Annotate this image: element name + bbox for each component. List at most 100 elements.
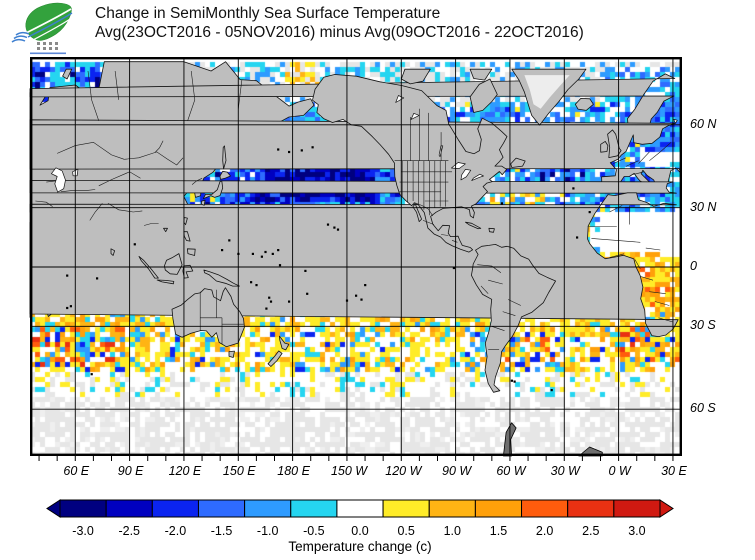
- lon-label: 90 W: [442, 464, 472, 478]
- lon-label: 60 W: [496, 464, 526, 478]
- landmass-borneo: [163, 253, 183, 275]
- landmass-sulawesi: [182, 264, 194, 279]
- island-dot: [96, 277, 99, 280]
- lon-label: 90 E: [117, 464, 144, 478]
- lon-label: 150 W: [330, 464, 368, 478]
- island-dot: [69, 305, 72, 308]
- colorbar-left-arrow: [46, 499, 61, 518]
- ice-greenland_ice: [524, 75, 570, 109]
- colorbar-tick-label: -2.5: [118, 524, 140, 538]
- colorbar-title: Temperature change (c): [288, 539, 431, 554]
- country-border: [46, 180, 56, 183]
- map-overlay: [29, 57, 682, 461]
- country-border: [645, 247, 661, 251]
- landmass-ireland: [600, 141, 609, 153]
- island-dot: [271, 252, 274, 255]
- island-dot: [360, 298, 363, 301]
- country-border: [191, 178, 203, 185]
- country-border: [98, 171, 141, 187]
- landmass-victoria_island: [400, 68, 431, 85]
- island-dot: [572, 187, 575, 190]
- lon-label: 60 E: [63, 464, 90, 478]
- island-dot: [333, 226, 336, 229]
- island-dot: [277, 148, 280, 151]
- landmass-europe: [29, 119, 681, 194]
- logo-waves: [11, 31, 30, 43]
- country-border: [477, 264, 502, 273]
- island-dot: [288, 300, 291, 303]
- colorbar-tick-label: -2.0: [165, 524, 187, 538]
- page-title-line2: Avg(23OCT2016 - 05NOV2016) minus Avg(09O…: [95, 24, 584, 41]
- island-dot: [336, 228, 340, 231]
- colorbar-segment: [382, 499, 430, 518]
- landmass-newfoundland: [510, 157, 526, 168]
- country-border: [441, 234, 449, 236]
- island-dot: [277, 249, 280, 252]
- colorbar-tick-label: 3.0: [628, 524, 645, 538]
- landmass-mindanao: [186, 248, 196, 256]
- map-frame: [30, 57, 682, 457]
- island-dot: [228, 239, 231, 242]
- island-dot: [278, 264, 282, 267]
- lake-michigan_huron: [460, 169, 472, 181]
- country-border: [35, 200, 53, 207]
- colorbar-segment: [336, 499, 384, 518]
- island-dot: [66, 274, 69, 277]
- island-dot: [311, 146, 314, 149]
- island-dot: [264, 250, 267, 254]
- lake-caspian: [51, 167, 66, 193]
- country-border: [238, 79, 243, 109]
- island-dot: [510, 379, 513, 382]
- island-dot: [300, 149, 303, 152]
- landmass-baffin_island: [469, 78, 498, 113]
- landmass-kyushu: [201, 199, 206, 206]
- island-dot: [221, 249, 224, 252]
- colorbar-segment: [197, 499, 246, 518]
- map-panel: [29, 57, 682, 461]
- colorbar-segment: [474, 499, 523, 518]
- country-border: [491, 326, 505, 331]
- island-dot: [500, 202, 503, 205]
- colorbar-segment: [59, 499, 107, 518]
- colorbar-segment: [613, 499, 661, 518]
- country-border: [422, 220, 435, 225]
- lon-label: 30 W: [550, 464, 580, 478]
- leaf-waves-logo: [11, 2, 74, 55]
- colorbar-tick-label: -1.5: [211, 524, 233, 538]
- country-border: [107, 203, 143, 213]
- landmass-australia: [171, 287, 245, 348]
- lat-label: 60 S: [690, 401, 716, 416]
- header-titles: Change in SemiMonthly Sea Surface Temper…: [95, 4, 584, 42]
- landmass-sri_lanka: [110, 248, 115, 256]
- lat-label: 30 N: [690, 199, 717, 214]
- colorbar-segment: [567, 499, 615, 518]
- country-border: [613, 157, 627, 164]
- colorbar: -3.0 -2.5 -2.0 -1.5 -1.0 -0.5 0.0 0.5 1.0 1.5 2.0 2…: [46, 499, 674, 554]
- colorbar-segment: [521, 499, 569, 518]
- island-dot: [288, 150, 291, 154]
- island-dot: [250, 281, 253, 284]
- landmass-hainan: [163, 227, 168, 233]
- country-border: [658, 317, 673, 323]
- colorbar-segment: [290, 499, 338, 518]
- landmass-java: [156, 279, 175, 285]
- colorbar-segment: [244, 499, 292, 518]
- landmass-ellesmere: [469, 68, 493, 81]
- country-border: [488, 279, 503, 285]
- lake-great_slave: [410, 112, 420, 120]
- colorbar-segment: [428, 499, 476, 518]
- landmass-hokkaido: [219, 170, 231, 180]
- colorbar-tick-label: 0.5: [397, 524, 414, 538]
- country-border: [480, 285, 489, 294]
- island-dot: [90, 373, 93, 376]
- lat-label: 0: [690, 259, 697, 273]
- island-dot: [364, 284, 367, 287]
- island-dot: [304, 269, 307, 272]
- lon-label: 120 W: [385, 464, 422, 478]
- landmass-cuba: [464, 221, 482, 230]
- country-border: [649, 291, 666, 294]
- landmass-africa: [29, 192, 679, 338]
- country-border: [660, 142, 672, 153]
- country-border: [654, 301, 670, 306]
- island-dot: [576, 236, 579, 239]
